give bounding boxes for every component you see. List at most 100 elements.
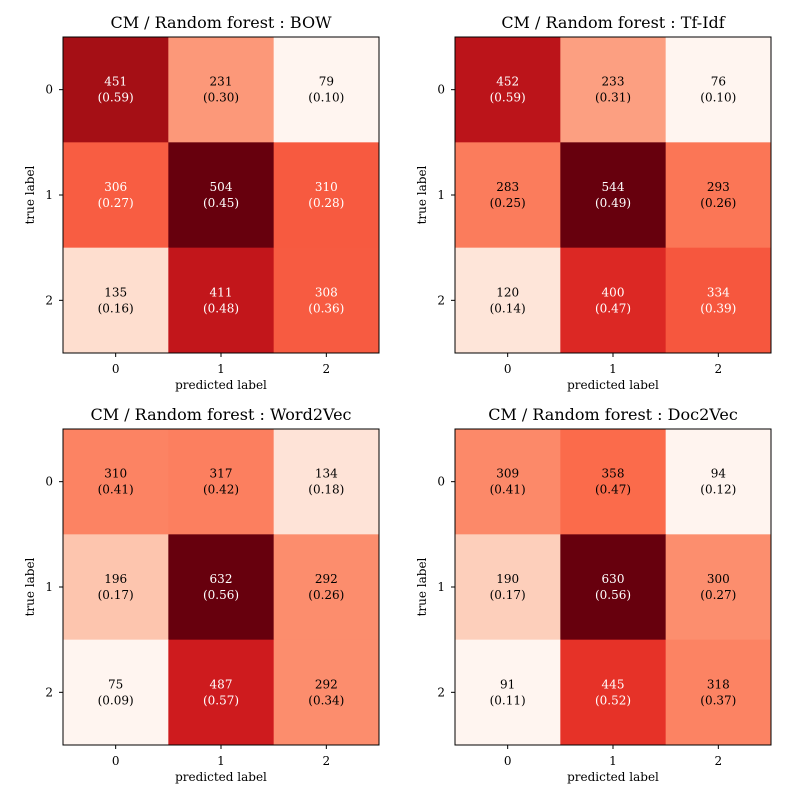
heatmap-cell bbox=[560, 429, 667, 535]
cell-count-label: 75 bbox=[108, 677, 123, 691]
heatmap-cell bbox=[455, 247, 561, 354]
cell-fraction-label: (0.30) bbox=[203, 91, 239, 105]
x-tick-label: 1 bbox=[217, 362, 225, 376]
cell-count-label: 91 bbox=[500, 677, 515, 691]
cell-count-label: 309 bbox=[496, 467, 519, 481]
y-tick-label: 2 bbox=[437, 685, 445, 699]
cell-fraction-label: (0.41) bbox=[490, 483, 526, 497]
cell-fraction-label: (0.14) bbox=[490, 301, 526, 315]
cell-fraction-label: (0.09) bbox=[98, 693, 134, 707]
heatmap-cell bbox=[273, 247, 380, 354]
heatmap-cell bbox=[273, 639, 380, 746]
cell-count-label: 135 bbox=[104, 285, 127, 299]
chart-title: CM / Random forest : Word2Vec bbox=[90, 405, 351, 424]
heatmap-cell bbox=[560, 142, 667, 249]
heatmap-cell bbox=[455, 37, 561, 143]
cell-count-label: 292 bbox=[315, 677, 338, 691]
cell-fraction-label: (0.48) bbox=[203, 301, 239, 315]
cell-count-label: 308 bbox=[315, 285, 338, 299]
heatmap-cell bbox=[63, 639, 169, 746]
heatmap-cell bbox=[168, 639, 275, 746]
heatmap-cell bbox=[168, 247, 275, 354]
cell-fraction-label: (0.39) bbox=[700, 301, 736, 315]
heatmap-cell bbox=[273, 429, 380, 535]
cell-count-label: 306 bbox=[104, 180, 127, 194]
cell-count-label: 76 bbox=[711, 75, 726, 89]
x-tick-label: 0 bbox=[112, 362, 120, 376]
x-tick-label: 0 bbox=[112, 754, 120, 768]
cell-count-label: 120 bbox=[496, 285, 519, 299]
cell-count-label: 196 bbox=[104, 572, 127, 586]
y-axis-label: true label bbox=[415, 557, 429, 616]
cell-fraction-label: (0.47) bbox=[595, 483, 631, 497]
cell-count-label: 292 bbox=[315, 572, 338, 586]
cell-count-label: 400 bbox=[602, 285, 625, 299]
x-tick-label: 2 bbox=[715, 362, 723, 376]
heatmap-cell bbox=[63, 37, 169, 143]
cell-count-label: 190 bbox=[496, 572, 519, 586]
cell-fraction-label: (0.17) bbox=[98, 588, 134, 602]
x-tick-label: 0 bbox=[504, 362, 512, 376]
cell-count-label: 231 bbox=[210, 75, 233, 89]
cell-count-label: 358 bbox=[602, 467, 625, 481]
y-axis-label: true label bbox=[415, 165, 429, 224]
cell-fraction-label: (0.49) bbox=[595, 196, 631, 210]
heatmap-cell bbox=[665, 37, 772, 143]
heatmap-cell bbox=[665, 534, 772, 641]
cell-count-label: 79 bbox=[319, 75, 334, 89]
x-tick-label: 1 bbox=[609, 754, 617, 768]
cell-fraction-label: (0.27) bbox=[700, 588, 736, 602]
y-tick-label: 0 bbox=[45, 83, 53, 97]
cell-fraction-label: (0.59) bbox=[98, 91, 134, 105]
cell-fraction-label: (0.59) bbox=[490, 91, 526, 105]
cell-fraction-label: (0.31) bbox=[595, 91, 631, 105]
cell-fraction-label: (0.11) bbox=[490, 693, 526, 707]
y-tick-label: 0 bbox=[437, 83, 445, 97]
cell-fraction-label: (0.42) bbox=[203, 483, 239, 497]
y-tick-label: 1 bbox=[45, 580, 53, 594]
x-tick-label: 1 bbox=[217, 754, 225, 768]
cell-count-label: 283 bbox=[496, 180, 519, 194]
heatmap-cell bbox=[63, 247, 169, 354]
confusion-matrix-panel: 310 (0.41) 317 (0.42) 134 (0.18) 196 (0.17) 632 (… bbox=[23, 405, 380, 784]
cell-fraction-label: (0.26) bbox=[700, 196, 736, 210]
cell-fraction-label: (0.52) bbox=[595, 693, 631, 707]
cell-count-label: 300 bbox=[707, 572, 730, 586]
cell-count-label: 452 bbox=[496, 75, 519, 89]
x-tick-label: 0 bbox=[504, 754, 512, 768]
confusion-matrix-panel: 309 (0.41) 358 (0.47) 94 (0.12) 190 (0.17) 630 (0… bbox=[415, 405, 772, 784]
y-tick-label: 2 bbox=[45, 293, 53, 307]
x-axis-label: predicted label bbox=[175, 770, 267, 784]
cell-fraction-label: (0.45) bbox=[203, 196, 239, 210]
chart-title: CM / Random forest : Doc2Vec bbox=[488, 405, 738, 424]
heatmap-cell bbox=[273, 534, 380, 641]
cell-count-label: 310 bbox=[315, 180, 338, 194]
heatmap-cell bbox=[560, 639, 667, 746]
cell-fraction-label: (0.10) bbox=[308, 91, 344, 105]
y-tick-label: 1 bbox=[437, 580, 445, 594]
heatmap-cell bbox=[455, 142, 561, 249]
x-tick-label: 2 bbox=[323, 754, 331, 768]
heatmap-cell bbox=[63, 142, 169, 249]
confusion-matrix-panel: 452 (0.59) 233 (0.31) 76 (0.10) 283 (0.25) 544 (0… bbox=[415, 13, 772, 392]
cell-count-label: 632 bbox=[210, 572, 233, 586]
cell-fraction-label: (0.41) bbox=[98, 483, 134, 497]
heatmap-cell bbox=[168, 429, 275, 535]
y-axis-label: true label bbox=[23, 557, 37, 616]
cell-fraction-label: (0.12) bbox=[700, 483, 736, 497]
y-tick-label: 1 bbox=[437, 188, 445, 202]
heatmap-cell bbox=[168, 534, 275, 641]
chart-title: CM / Random forest : Tf-Idf bbox=[501, 13, 725, 32]
heatmap-cell bbox=[560, 37, 667, 143]
cell-count-label: 233 bbox=[602, 75, 625, 89]
x-tick-label: 2 bbox=[715, 754, 723, 768]
heatmap-cell bbox=[168, 142, 275, 249]
cell-fraction-label: (0.56) bbox=[203, 588, 239, 602]
x-axis-label: predicted label bbox=[175, 378, 267, 392]
cell-fraction-label: (0.34) bbox=[308, 693, 344, 707]
cell-count-label: 317 bbox=[210, 467, 233, 481]
heatmap-cell bbox=[560, 534, 667, 641]
x-axis-label: predicted label bbox=[567, 378, 659, 392]
cell-count-label: 310 bbox=[104, 467, 127, 481]
